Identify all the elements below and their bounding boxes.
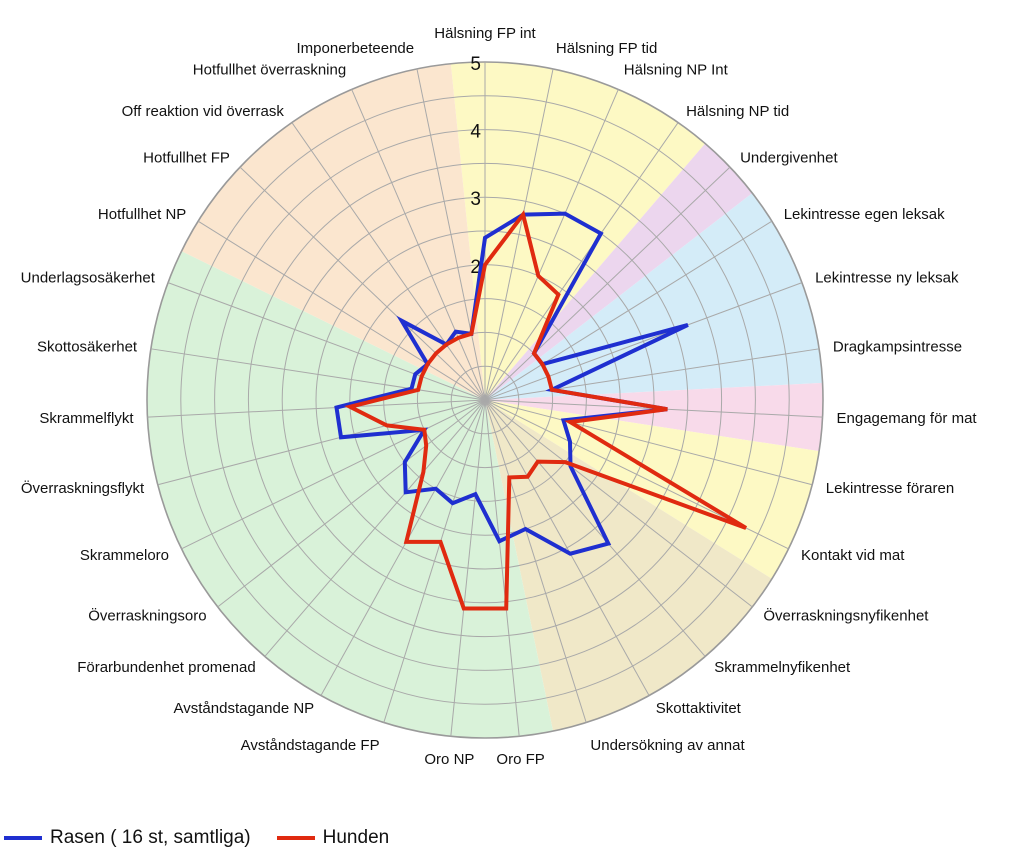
tick-label-4: 4 xyxy=(470,122,481,143)
grid-spoke-9 xyxy=(484,399,813,486)
category-label-29: Hotfullhet överraskning xyxy=(193,62,346,79)
category-label-16: Oro NP xyxy=(424,751,474,768)
tick-label-3: 3 xyxy=(470,189,481,210)
category-label-14: Undersökning av annat xyxy=(590,737,745,754)
grid-spoke-15 xyxy=(484,399,520,737)
sector-2 xyxy=(485,193,823,400)
grid-spoke-6 xyxy=(484,282,803,401)
grid-spoke-13 xyxy=(484,399,650,696)
category-label-28: Off reaktion vid överrask xyxy=(122,103,285,120)
category-label-11: Överraskningsnyfikenhet xyxy=(763,607,929,625)
grid-spoke-23 xyxy=(147,399,486,418)
category-label-26: Hotfullhet NP xyxy=(98,206,186,223)
grid-spoke-2 xyxy=(484,89,619,401)
category-label-3: Hälsning NP tid xyxy=(686,103,789,120)
grid-spoke-26 xyxy=(197,220,486,401)
category-label-7: Dragkampsintresse xyxy=(833,339,962,356)
grid-spoke-30 xyxy=(416,68,486,401)
tick-label-5: 5 xyxy=(470,54,481,75)
grid-spoke-27 xyxy=(239,166,486,401)
category-label-12: Skrammelnyfikenhet xyxy=(714,659,851,676)
category-label-2: Hälsning NP Int xyxy=(624,62,729,79)
grid-spoke-4 xyxy=(484,166,731,401)
grid-spoke-14 xyxy=(484,399,587,723)
grid-spoke-19 xyxy=(264,399,486,657)
category-label-22: Överraskningsflykt xyxy=(21,479,145,497)
grid-spoke-25 xyxy=(167,282,486,401)
grid-spoke-21 xyxy=(181,399,486,550)
category-label-0: Hälsning FP int xyxy=(434,25,536,42)
grid-spoke-11 xyxy=(484,399,753,608)
tick-labels: 2 3 4 5 xyxy=(470,54,481,278)
legend-swatch-hunden xyxy=(276,836,315,840)
grid-spoke-18 xyxy=(320,399,486,696)
category-label-13: Skottaktivitet xyxy=(656,700,742,717)
category-label-18: Avståndstagande NP xyxy=(174,700,315,717)
category-label-17: Avståndstagande FP xyxy=(241,737,380,754)
category-label-20: Överraskningsoro xyxy=(88,607,206,625)
sector-3 xyxy=(485,382,823,452)
category-label-30: Imponerbeteende xyxy=(297,40,415,57)
grid-spoke-12 xyxy=(484,399,706,657)
grid-spoke-20 xyxy=(217,399,486,608)
tick-label-2: 2 xyxy=(470,257,481,278)
category-label-1: Hälsning FP tid xyxy=(556,40,657,57)
legend-item-hunden: Hunden xyxy=(276,827,390,849)
category-label-25: Underlagsosäkerhet xyxy=(21,270,156,287)
legend-label-rasen: Rasen ( 16 st, samtliga) xyxy=(50,827,251,848)
series-line-1 xyxy=(344,210,748,611)
grid-spoke-7 xyxy=(484,348,820,401)
grid-spoke-1 xyxy=(484,68,554,401)
category-label-19: Förarbundenhet promenad xyxy=(77,659,255,676)
legend: Rasen ( 16 st, samtliga) Hunden xyxy=(4,824,415,852)
grid-spoke-17 xyxy=(383,399,486,723)
category-label-5: Lekintresse egen leksak xyxy=(784,206,945,223)
grid-spoke-16 xyxy=(450,399,486,737)
grid-spoke-29 xyxy=(351,89,486,401)
category-label-23: Skrammelflykt xyxy=(39,410,134,427)
legend-item-rasen: Rasen ( 16 st, samtliga) xyxy=(4,827,251,849)
grid-spoke-22 xyxy=(157,399,486,486)
legend-swatch-rasen xyxy=(4,836,42,840)
series-1 xyxy=(344,210,748,611)
grid-spoke-5 xyxy=(484,220,773,401)
grid-spoke-28 xyxy=(291,122,486,401)
sector-0 xyxy=(450,62,706,401)
category-label-9: Lekintresse föraren xyxy=(826,480,954,497)
sector-7 xyxy=(181,63,486,401)
category-label-15: Oro FP xyxy=(496,751,544,768)
category-labels: Hälsning FP int Hälsning FP tid Hälsning N… xyxy=(21,25,978,768)
category-label-24: Skottosäkerhet xyxy=(37,339,138,356)
grid xyxy=(146,61,824,739)
grid-spoke-3 xyxy=(484,122,679,401)
sector-6 xyxy=(147,251,554,738)
category-label-10: Kontakt vid mat xyxy=(801,547,905,564)
grid-spoke-24 xyxy=(150,348,486,401)
category-label-4: Undergivenhet xyxy=(740,150,838,167)
category-label-27: Hotfullhet FP xyxy=(143,150,230,167)
legend-label-hunden: Hunden xyxy=(322,827,390,848)
category-label-8: Engagemang för mat xyxy=(837,410,978,427)
category-label-6: Lekintresse ny leksak xyxy=(815,270,959,287)
category-label-21: Skrammeloro xyxy=(80,547,169,564)
